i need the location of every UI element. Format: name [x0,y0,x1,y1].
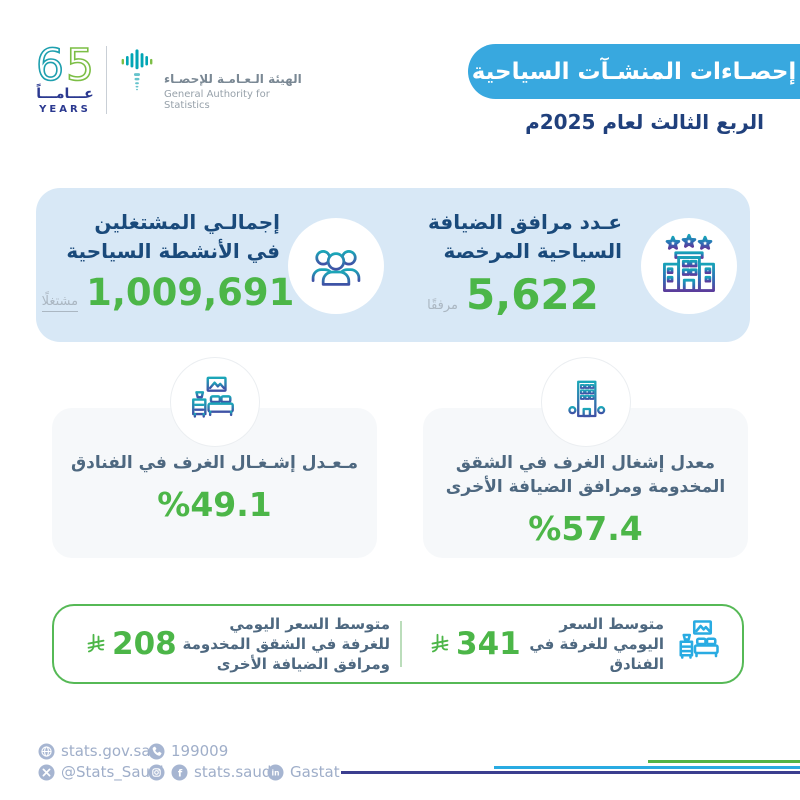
footer-linkedin-label: Gastat [290,763,340,781]
occupancy-hotels-value: %49.1 [157,484,272,524]
licensed-facilities-unit: مرفقًا [427,298,459,313]
svg-text:in: in [272,768,280,777]
key-figures-card: عـدد مرافق الضيافة السياحية المرخصة 5,62… [36,188,750,342]
years-label-arabic: عـــامـــاً [36,86,94,102]
logo-divider [106,46,107,114]
footer-phone-label: 199009 [171,742,229,760]
adr-serviced-value: 208 [112,625,177,662]
licensed-facilities-stat: عـدد مرافق الضيافة السياحية المرخصة 5,62… [404,208,622,316]
linkedin-icon: in [267,764,284,780]
employees-value: 1,009,691 [86,271,295,314]
instagram-icon [148,764,165,780]
footer-x-label: @Stats_Saudi [61,763,164,781]
svg-text:6: 6 [36,42,64,86]
hotel-room-bed-icon-blue [679,620,719,659]
apartment-icon-circle [541,358,630,446]
occupancy-serviced-title: معدل إشغال الغرف في الشقق المخدومة ومراف… [445,453,726,497]
adr-hotels-value-row: 341 [430,625,521,662]
gastat-logo-block: 6 5 عـــامـــاً YEARS [36,42,306,120]
occupancy-hotels-card: مـعـدل إشـغـال الغرف في الفنادق %49.1 [52,358,377,558]
x-twitter-icon [38,764,55,780]
footer-phone[interactable]: 199009 [148,742,228,760]
globe-icon [38,743,55,759]
header-banner: إحصـاءات المنشـآت السياحية [468,44,800,99]
org-name-block: الهيئة الـعـامـة للإحصـاء General Author… [164,72,314,111]
footer-social-label: stats.saudi [194,763,276,781]
hotel-stat-icon-circle [641,218,737,314]
occupancy-serviced-value: %57.4 [528,508,643,548]
adr-hotels-stat: متوسط السعر اليومي للغرفة في الفنادق 341 [398,606,742,682]
svg-text:f: f [178,768,183,779]
daily-rate-card: متوسط السعر اليومي للغرفة في الفنادق 341… [52,604,744,684]
licensed-facilities-title: عـدد مرافق الضيافة السياحية المرخصة [427,210,622,263]
adr-hotels-title: متوسط السعر اليومي للغرفة في الفنادق [529,614,664,674]
footer-linkedin[interactable]: in Gastat [267,763,340,781]
page-title: إحصـاءات المنشـآت السياحية [471,58,797,85]
decor-line-green [648,760,800,763]
employees-stat-icon-circle [288,218,384,314]
adr-serviced-stat: متوسط السعر اليومي للغرفة في الشقق المخد… [54,606,398,682]
people-group-icon [311,249,361,286]
facebook-icon: f [171,764,188,780]
apartment-building-icon [566,380,607,418]
adr-hotels-value: 341 [456,625,521,662]
employees-unit: مشتغلًا [41,294,79,312]
svg-text:5: 5 [66,42,94,86]
org-name-arabic: الهيئة الـعـامـة للإحصـاء [164,72,302,86]
hotel-room-bed-icon [191,376,234,418]
adr-serviced-value-row: 208 [86,625,177,662]
footer-x-handle[interactable]: @Stats_Saudi [38,763,164,781]
occupancy-hotels-title: مـعـدل إشـغـال الغرف في الفنادق [70,453,359,473]
saudi-riyal-icon [431,633,449,653]
phone-icon [148,743,165,759]
daily-rate-divider [400,621,402,667]
footer-website[interactable]: stats.gov.sa [38,742,151,760]
years-label-english: YEARS [39,104,91,115]
footer-social-handle[interactable]: f stats.saudi [148,763,276,781]
hotel-room-icon-circle [170,358,259,446]
footer-website-label: stats.gov.sa [61,742,151,760]
decor-line-cyan [494,766,800,769]
employees-title: إجمالـي المشتغلين في الأنشطة السياحية [66,210,280,263]
adr-serviced-title: متوسط السعر اليومي للغرفة في الشقق المخد… [182,614,390,674]
decor-line-navy [341,771,800,774]
hotel-stars-icon [663,233,715,292]
gastat-palm-icon [121,49,153,91]
licensed-facilities-value: 5,622 [466,270,599,319]
org-name-english: General Authority for Statistics [164,89,270,111]
period-subtitle: الربع الثالث لعام 2025م [525,110,764,134]
occupancy-serviced-card: معدل إشغال الغرف في الشقق المخدومة ومراف… [423,358,748,558]
65-years-icon: 6 5 [36,42,95,86]
saudi-riyal-icon [87,633,105,653]
employees-stat: إجمالـي المشتغلين في الأنشطة السياحية 1,… [41,208,294,312]
